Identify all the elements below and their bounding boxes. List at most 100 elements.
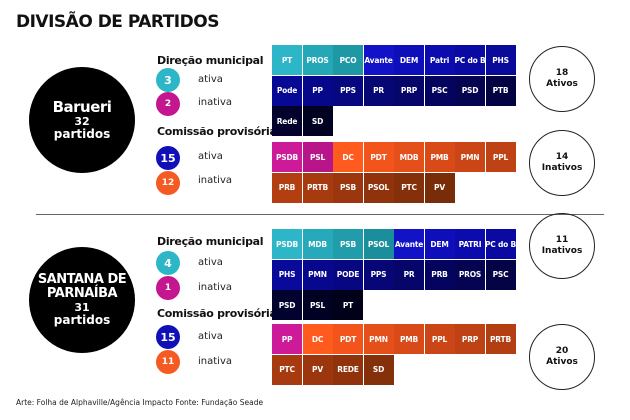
party-cell: DC bbox=[333, 142, 363, 172]
party-cell: PC do B bbox=[454, 45, 486, 75]
party-cell: MDB bbox=[394, 142, 424, 172]
party-cell: PCO bbox=[333, 45, 363, 75]
party-cell: DEM bbox=[424, 229, 455, 259]
credits: Arte: Folha de Alphaville/Agência Impact… bbox=[16, 398, 264, 407]
party-cell: PATRI bbox=[455, 229, 485, 259]
party-cell: PMB bbox=[424, 142, 455, 172]
ativa-label: ativa bbox=[198, 151, 223, 162]
party-cell: PSD bbox=[455, 75, 485, 106]
party-cell: PSD bbox=[272, 290, 302, 320]
party-cell: PPS bbox=[333, 75, 363, 106]
party-cell: PMN bbox=[363, 324, 394, 354]
comissao-heading: Comissão provisória bbox=[157, 125, 277, 138]
party-cell: PPL bbox=[424, 324, 455, 354]
party-cell: PSB bbox=[333, 172, 363, 203]
city-circle-santana: SANTANA DE PARNAÍBA 31 partidos bbox=[29, 247, 135, 353]
party-cell: PROS bbox=[302, 45, 333, 75]
party-cell: PODE bbox=[333, 259, 363, 290]
party-count: 32 bbox=[74, 114, 90, 128]
inativa-label: inativa bbox=[198, 356, 232, 367]
party-cell: PDT bbox=[333, 324, 363, 354]
party-count: 31 bbox=[74, 300, 90, 314]
party-cell: PV bbox=[424, 172, 455, 203]
party-cell: PPL bbox=[485, 142, 516, 172]
direcao-heading: Direção municipal bbox=[157, 235, 264, 248]
direcao-ativa-count: 4 bbox=[156, 251, 180, 275]
divider bbox=[36, 214, 604, 215]
inativa-label: inativa bbox=[198, 282, 232, 293]
party-cell: PP bbox=[302, 75, 333, 106]
party-cell: PSC bbox=[424, 75, 455, 106]
direcao-inativa-count: 2 bbox=[156, 92, 180, 116]
party-cell: PSOL bbox=[363, 229, 394, 259]
party-cell: PSC bbox=[485, 259, 516, 290]
party-cell: PHS bbox=[485, 45, 516, 75]
total-value: 18 bbox=[555, 68, 569, 79]
party-cell: Pode bbox=[272, 75, 302, 106]
party-cell: MDB bbox=[302, 229, 333, 259]
city-circle-barueri: Barueri 32 partidos bbox=[29, 67, 135, 173]
party-cell: PSB bbox=[333, 229, 363, 259]
ativa-label: ativa bbox=[198, 74, 223, 85]
party-cell: Rede bbox=[272, 106, 302, 136]
party-count-label: partidos bbox=[53, 126, 111, 141]
party-cell: PT bbox=[333, 290, 363, 320]
active-total: 18 Ativos bbox=[529, 46, 595, 112]
party-cell: PSDB bbox=[272, 142, 302, 172]
total-value: 20 bbox=[555, 346, 569, 357]
party-cell: PSDB bbox=[272, 229, 302, 259]
party-cell: DEM bbox=[394, 45, 424, 75]
comissao-inativa-count: 11 bbox=[156, 350, 180, 374]
party-cell: PC do B bbox=[485, 229, 516, 259]
inactive-total: 14 Inativos bbox=[529, 130, 595, 196]
party-cell: PV bbox=[302, 354, 333, 385]
city-name: SANTANA DE PARNAÍBA bbox=[37, 272, 127, 302]
party-cell: PHS bbox=[272, 259, 302, 290]
comissao-ativa-count: 15 bbox=[156, 146, 180, 170]
party-cell: Avante bbox=[363, 45, 394, 75]
party-cell: PDT bbox=[363, 142, 394, 172]
party-cell: PPS bbox=[363, 259, 394, 290]
party-cell: PROS bbox=[455, 259, 485, 290]
total-value: 14 bbox=[555, 152, 569, 163]
ativa-label: ativa bbox=[198, 331, 223, 342]
comissao-inativa-count: 12 bbox=[156, 171, 180, 195]
inativa-label: inativa bbox=[198, 97, 232, 108]
party-cell: PRP bbox=[455, 324, 485, 354]
total-label: Ativos bbox=[546, 357, 578, 367]
total-value: 11 bbox=[555, 235, 569, 246]
party-count-label: partidos bbox=[53, 312, 111, 327]
total-label: Ativos bbox=[546, 79, 578, 89]
direcao-heading: Direção municipal bbox=[157, 54, 264, 67]
ativa-label: ativa bbox=[198, 257, 223, 268]
comissao-heading: Comissão provisória bbox=[157, 307, 277, 320]
party-cell: PT bbox=[272, 45, 302, 75]
party-cell: SD bbox=[363, 354, 394, 385]
party-cell: Patri bbox=[424, 45, 455, 75]
party-cell: PRTB bbox=[485, 324, 516, 354]
party-cell: PSOL bbox=[363, 172, 394, 203]
party-cell: PMN bbox=[302, 259, 333, 290]
direcao-inativa-count: 1 bbox=[156, 276, 180, 300]
party-cell: PRP bbox=[394, 75, 424, 106]
party-cell: PTB bbox=[485, 75, 516, 106]
party-cell: PRTB bbox=[302, 172, 333, 203]
total-label: Inativos bbox=[541, 246, 583, 256]
party-cell: SD bbox=[302, 106, 333, 136]
party-cell: PMB bbox=[394, 324, 424, 354]
total-label: Inativos bbox=[541, 163, 583, 173]
inactive-total: 11 Inativos bbox=[529, 213, 595, 279]
inativa-label: inativa bbox=[198, 175, 232, 186]
party-cell: PRB bbox=[424, 259, 455, 290]
party-cell: PMN bbox=[455, 142, 485, 172]
direcao-ativa-count: 3 bbox=[156, 68, 180, 92]
party-cell: Avante bbox=[394, 229, 424, 259]
party-cell: PTC bbox=[394, 172, 424, 203]
party-cell: PTC bbox=[272, 354, 302, 385]
active-total: 20 Ativos bbox=[529, 324, 595, 390]
city-name: Barueri bbox=[52, 98, 112, 117]
party-cell: PRB bbox=[272, 172, 302, 203]
party-cell: PR bbox=[363, 75, 394, 106]
page-title: DIVISÃO DE PARTIDOS bbox=[16, 12, 219, 32]
